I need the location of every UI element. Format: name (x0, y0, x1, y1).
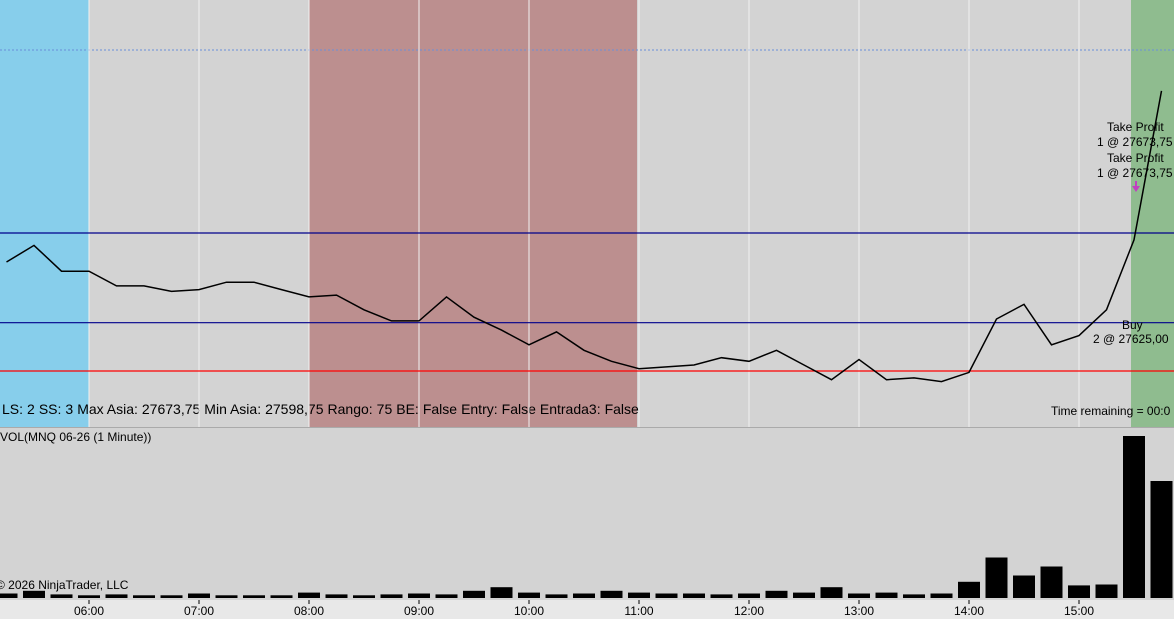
volume-bar (50, 594, 73, 598)
volume-bar (1040, 566, 1063, 598)
volume-bar (1095, 584, 1118, 598)
volume-bar (463, 590, 485, 598)
volume-bar (1150, 481, 1173, 598)
order-detail: 1 @ 27673,75 (1097, 166, 1173, 180)
x-tick-label: 15:00 (1064, 604, 1094, 618)
status-key: Entrada3: (540, 401, 601, 417)
volume-bar (380, 594, 403, 598)
copyright: © 2026 NinjaTrader, LLC (0, 578, 129, 592)
volume-bar (270, 595, 293, 598)
status-key: Rango: (328, 401, 373, 417)
volume-bar (1068, 585, 1090, 598)
volume-bar (683, 593, 705, 598)
volume-bar (765, 590, 788, 598)
volume-bar (435, 594, 458, 598)
order-title: Take Profit (1107, 120, 1164, 134)
x-tick-label: 06:00 (74, 604, 104, 618)
status-value: 27598,75 (265, 401, 324, 417)
take-profit-marker (1132, 181, 1140, 192)
volume-bar (1013, 575, 1035, 598)
x-tick-label: 07:00 (184, 604, 214, 618)
volume-bar (188, 593, 210, 598)
volume-bar (820, 587, 843, 598)
status-value: 3 (65, 401, 73, 417)
time-remaining: Time remaining = 00:0 (1051, 404, 1171, 418)
x-tick-label: 12:00 (734, 604, 764, 618)
volume-bar (78, 595, 100, 598)
x-tick-label: 13:00 (844, 604, 874, 618)
volume-bar (133, 595, 155, 598)
volume-bar (903, 594, 925, 598)
volume-bar (105, 594, 128, 598)
status-value: False (423, 401, 457, 417)
order-title: Take Profit (1107, 151, 1164, 165)
status-value: 2 (27, 401, 35, 417)
order-detail: 2 @ 27625,00 (1093, 332, 1169, 346)
volume-bar (985, 557, 1008, 598)
status-key: SS: (39, 401, 62, 417)
london-session (309, 0, 637, 427)
status-value: False (502, 401, 536, 417)
volume-bar (518, 592, 540, 598)
volume-bar (408, 593, 430, 598)
asia-session (0, 0, 89, 427)
x-tick-label: 14:00 (954, 604, 984, 618)
status-key: Min Asia: (204, 401, 261, 417)
volume-bar (738, 593, 760, 598)
volume-bar (1123, 436, 1145, 598)
x-tick-label: 08:00 (294, 604, 324, 618)
volume-bar (353, 595, 375, 598)
x-tick-label: 09:00 (404, 604, 434, 618)
status-value: False (605, 401, 639, 417)
volume-bar (573, 593, 595, 598)
volume-bar (600, 590, 623, 598)
volume-bar (545, 594, 568, 598)
order-title: Buy (1122, 318, 1143, 332)
volume-bar (793, 592, 815, 598)
volume-bar (325, 594, 348, 598)
volume-bar (298, 592, 320, 598)
volume-bar (710, 594, 733, 598)
status-line: LS: 2 SS: 3 Max Asia: 27673,75 Min Asia: 27598,… (2, 401, 639, 417)
time-axis (0, 600, 1174, 619)
volume-bar (0, 593, 18, 598)
status-key: Max Asia: (77, 401, 138, 417)
x-tick-label: 10:00 (514, 604, 544, 618)
volume-bar (160, 595, 183, 598)
volume-bar (930, 593, 953, 598)
x-tick-label: 11:00 (624, 604, 653, 618)
volume-bar (628, 592, 650, 598)
order-detail: 1 @ 27673,75 (1097, 135, 1173, 149)
price-line (6, 90, 1163, 383)
status-key: Entry: (461, 401, 498, 417)
status-key: LS: (2, 401, 23, 417)
volume-bar (215, 595, 238, 598)
volume-bar (23, 590, 45, 598)
volume-bar (848, 593, 870, 598)
status-value: 27673,75 (142, 401, 201, 417)
volume-label: VOL(MNQ 06-26 (1 Minute)) (0, 430, 151, 444)
volume-bar (490, 587, 513, 598)
volume-bar (243, 595, 265, 598)
status-key: BE: (396, 401, 419, 417)
volume-bar (958, 581, 980, 598)
volume-bar (875, 592, 898, 598)
status-value: 75 (377, 401, 393, 417)
volume-bar (655, 593, 678, 598)
ny-session (1131, 0, 1174, 427)
